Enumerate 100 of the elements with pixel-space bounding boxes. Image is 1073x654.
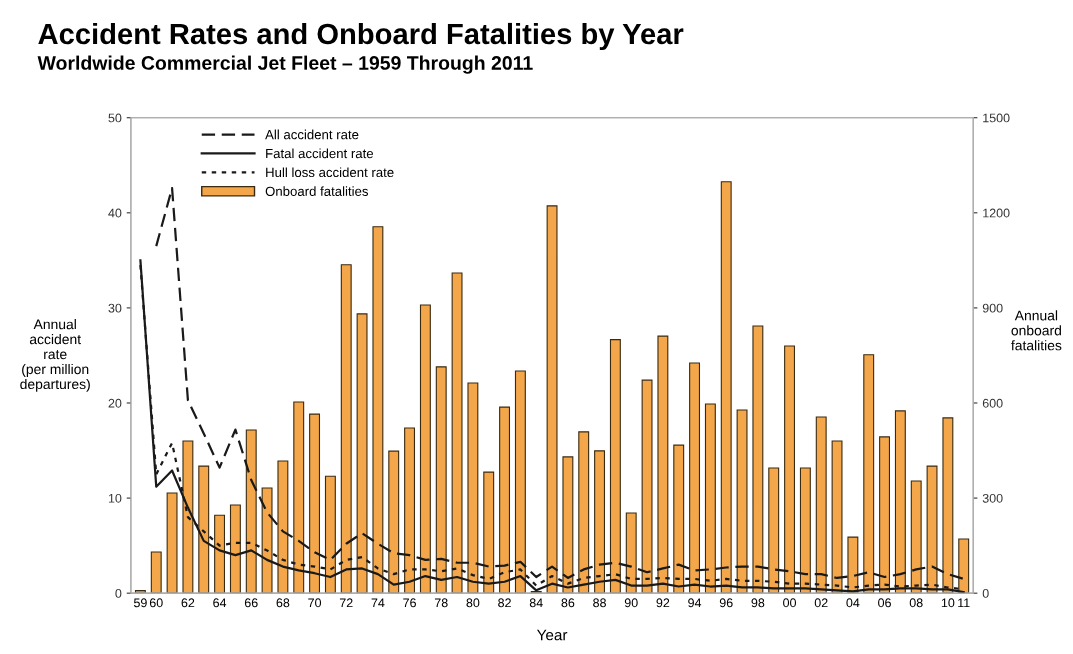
bar	[467, 382, 479, 594]
bar	[214, 514, 226, 594]
bar	[704, 403, 716, 594]
bar	[831, 440, 843, 594]
line-series	[155, 186, 965, 581]
bar	[372, 226, 384, 594]
x-tick-label: 04	[846, 598, 860, 608]
bar	[229, 504, 241, 594]
x-tick-label: 94	[688, 598, 702, 608]
bar	[673, 444, 685, 594]
x-tick-label: 62	[181, 598, 195, 608]
bar	[451, 272, 463, 594]
bar	[166, 492, 178, 594]
y-tick-label: 40	[108, 208, 122, 218]
y-tick-label: 20	[108, 398, 122, 408]
x-tick-label: 98	[751, 598, 765, 608]
y-tick-label: 10	[108, 493, 122, 503]
chart-title: Accident Rates and Onboard Fatalities by Year	[38, 22, 684, 51]
bar	[562, 456, 574, 594]
x-tick-label: 86	[561, 598, 575, 608]
bar	[277, 460, 289, 594]
bar	[625, 512, 637, 594]
bar	[657, 335, 669, 594]
bar	[198, 465, 210, 594]
x-tick-label: 02	[814, 598, 828, 608]
x-tick-label: 88	[593, 598, 606, 608]
x-tick-label: 00	[783, 598, 797, 608]
bar	[514, 370, 526, 594]
bar	[910, 480, 922, 594]
y2-axis-title: Annual onboard fatalities	[1011, 310, 1062, 351]
y2-tick-label: 1500	[983, 113, 1010, 123]
bar	[245, 429, 257, 594]
bar	[419, 304, 431, 594]
x-tick-label: 10	[941, 598, 955, 608]
y-axis-title: Annual accident rate (per million departures)	[20, 319, 90, 392]
bar	[261, 487, 273, 594]
legend-label: Hull loss accident rate	[266, 167, 394, 178]
bar	[293, 401, 305, 594]
bar	[942, 417, 954, 594]
bar	[689, 362, 701, 594]
y2-tick-label: 0	[982, 588, 989, 598]
bar	[182, 440, 194, 594]
x-tick-label: 82	[498, 598, 511, 608]
x-tick-label: 64	[213, 598, 227, 608]
x-tick-label: 80	[466, 598, 480, 608]
bar	[435, 366, 447, 594]
y-tick-label: 0	[115, 588, 122, 598]
x-tick-label: 72	[339, 598, 353, 608]
bar	[609, 339, 621, 594]
x-tick-label: 78	[434, 598, 448, 608]
bar	[404, 427, 416, 594]
x-tick-label: 74	[371, 598, 385, 608]
bar	[134, 590, 146, 594]
y2-tick-label: 300	[982, 493, 1003, 503]
legend-label: Onboard fatalities	[265, 186, 369, 196]
y2-tick-label: 1200	[983, 208, 1010, 218]
bar	[768, 467, 780, 594]
bar	[578, 431, 590, 594]
legend-label: Fatal accident rate	[266, 148, 374, 159]
bar	[752, 325, 764, 594]
bar	[815, 416, 827, 594]
y-tick-label: 50	[108, 113, 122, 123]
bar	[641, 379, 653, 594]
x-tick-label: 96	[719, 598, 733, 608]
bar	[879, 436, 891, 594]
bar	[847, 536, 859, 594]
bar	[736, 409, 748, 594]
bar	[324, 475, 336, 594]
bar	[799, 467, 811, 594]
bar	[340, 264, 352, 594]
bar	[720, 181, 732, 594]
x-tick-label: 84	[529, 598, 543, 608]
x-tick-label: 92	[656, 598, 670, 608]
bar	[926, 465, 938, 594]
bar	[958, 538, 970, 594]
x-tick-label: 59	[133, 598, 147, 608]
bar	[546, 205, 558, 594]
x-tick-label: 70	[308, 598, 322, 608]
x-tick-label: 76	[403, 598, 416, 608]
bar	[863, 354, 875, 594]
x-tick-label: 90	[624, 598, 638, 608]
bar	[594, 450, 606, 594]
y2-tick-label: 900	[982, 303, 1003, 313]
x-tick-label: 60	[149, 598, 163, 608]
chart-subtitle: Worldwide Commercial Jet Fleet – 1959 Through 2011	[37, 55, 533, 74]
bar	[356, 313, 368, 594]
y-tick-label: 30	[108, 303, 122, 313]
x-tick-label: 66	[244, 598, 258, 608]
x-tick-label: 06	[878, 598, 891, 608]
bar	[499, 406, 511, 594]
bar	[483, 471, 495, 594]
bar	[309, 413, 321, 594]
x-tick-label: 08	[909, 598, 923, 608]
x-tick-label: 68	[276, 598, 290, 608]
bar	[388, 450, 400, 594]
legend-label: All accident rate	[265, 129, 359, 140]
bar	[784, 345, 796, 594]
x-axis-title: Year	[536, 629, 568, 641]
x-tick-label: 11	[958, 598, 970, 608]
bar	[894, 410, 906, 594]
